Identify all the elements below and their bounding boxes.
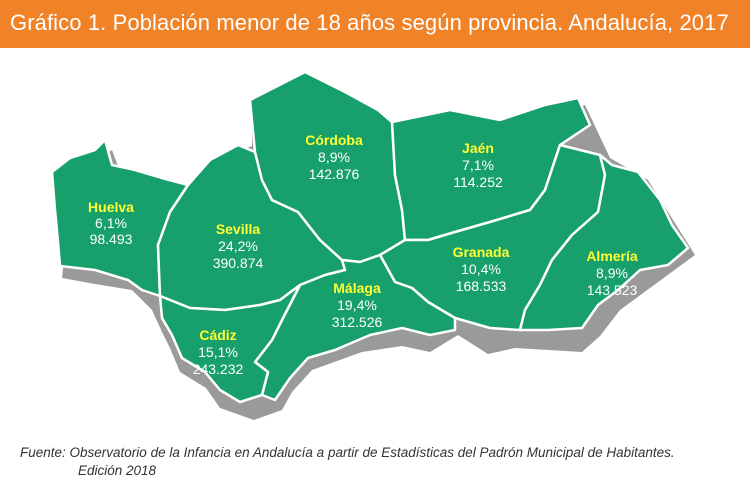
label-almeria: Almería 8,9% 143.523 bbox=[586, 248, 638, 298]
province-population: 114.252 bbox=[453, 174, 503, 190]
label-cadiz: Cádiz 15,1% 243.232 bbox=[193, 327, 244, 377]
province-percent: 24,2% bbox=[218, 238, 258, 254]
region-cadiz[interactable] bbox=[158, 283, 302, 404]
province-population: 168.533 bbox=[456, 278, 507, 294]
province-name: Almería bbox=[586, 248, 638, 264]
province-name: Jaén bbox=[462, 140, 494, 156]
label-huelva: Huelva 6,1% 98.493 bbox=[88, 199, 134, 247]
province-population: 143.523 bbox=[587, 282, 638, 298]
province-percent: 15,1% bbox=[198, 344, 238, 360]
source-line-1: Fuente: Observatorio de la Infancia en A… bbox=[20, 445, 675, 460]
label-jaen: Jaén 7,1% 114.252 bbox=[453, 140, 503, 190]
label-granada: Granada 10,4% 168.533 bbox=[453, 244, 510, 294]
region-almeria[interactable] bbox=[518, 153, 690, 332]
label-malaga: Málaga 19,4% 312.526 bbox=[332, 280, 383, 330]
province-name: Granada bbox=[453, 244, 510, 260]
province-name: Córdoba bbox=[305, 132, 363, 148]
label-cordoba: Córdoba 8,9% 142.876 bbox=[305, 132, 363, 182]
province-percent: 7,1% bbox=[462, 157, 494, 173]
province-name: Málaga bbox=[333, 280, 381, 296]
province-percent: 8,9% bbox=[596, 265, 628, 281]
province-percent: 8,9% bbox=[318, 149, 350, 165]
label-sevilla: Sevilla 24,2% 390.874 bbox=[213, 221, 264, 271]
province-population: 312.526 bbox=[332, 314, 383, 330]
province-name: Sevilla bbox=[216, 221, 261, 237]
province-population: 142.876 bbox=[309, 166, 360, 182]
title-bar: Gráfico 1. Población menor de 18 años se… bbox=[0, 0, 750, 48]
province-name: Cádiz bbox=[199, 327, 236, 343]
chart-title: Gráfico 1. Población menor de 18 años se… bbox=[10, 10, 729, 35]
province-population: 98.493 bbox=[90, 231, 133, 247]
source-note: Fuente: Observatorio de la Infancia en A… bbox=[20, 444, 740, 480]
source-line-2: Edición 2018 bbox=[78, 463, 157, 478]
province-percent: 19,4% bbox=[337, 297, 377, 313]
andalucia-map: Huelva 6,1% 98.493 Sevilla 24,2% 390.874… bbox=[50, 70, 695, 420]
province-population: 390.874 bbox=[213, 255, 264, 271]
province-percent: 10,4% bbox=[461, 261, 501, 277]
province-name: Huelva bbox=[88, 199, 134, 215]
province-percent: 6,1% bbox=[95, 215, 127, 231]
province-population: 243.232 bbox=[193, 361, 244, 377]
